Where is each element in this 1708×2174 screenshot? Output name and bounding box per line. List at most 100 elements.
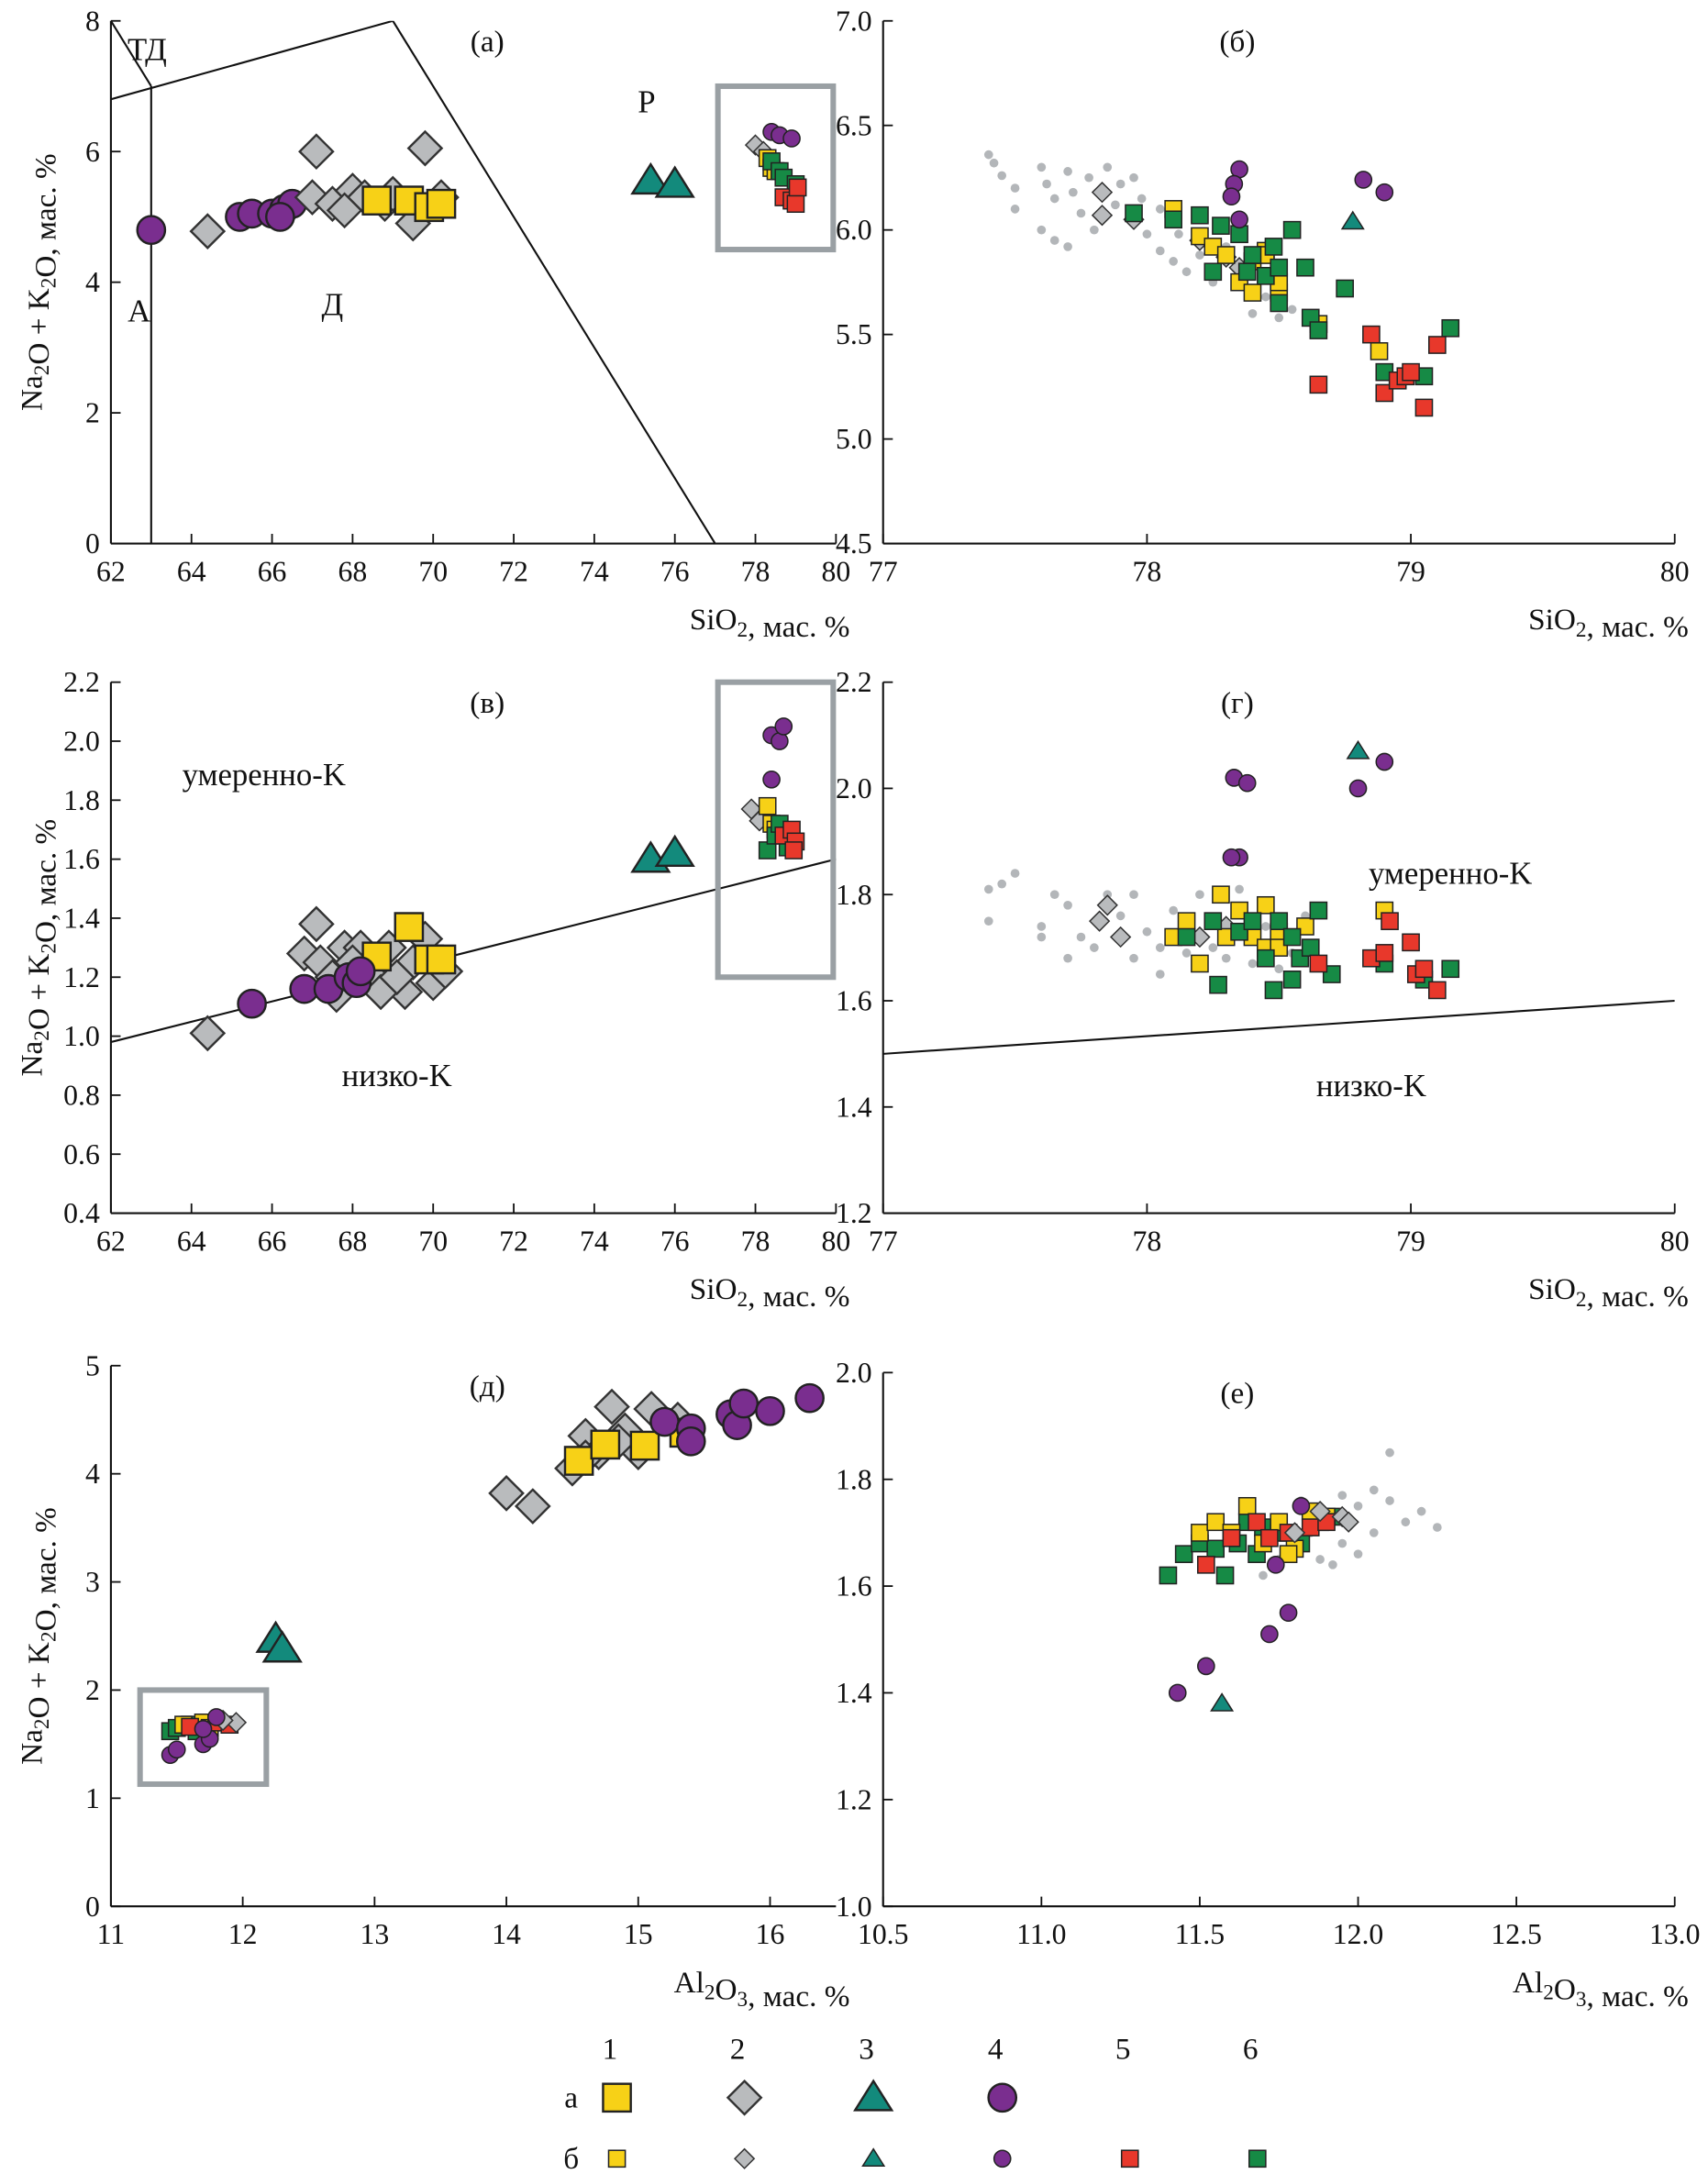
data-point-dot xyxy=(1069,187,1078,197)
y-tick-label: 2.0 xyxy=(836,772,872,804)
y-tick-label: 5.0 xyxy=(836,423,872,455)
data-point-a2 xyxy=(593,1388,630,1425)
data-point-dot xyxy=(1208,943,1218,952)
data-point-b6 xyxy=(1441,959,1460,979)
y-tick-label: 1.2 xyxy=(63,961,100,993)
data-point-dot xyxy=(1315,1555,1325,1564)
y-tick-label: 0.6 xyxy=(63,1138,100,1170)
data-point-b5 xyxy=(1309,954,1328,973)
data-point-dot xyxy=(1037,932,1047,942)
data-point-b4 xyxy=(774,717,793,736)
data-point-b2 xyxy=(1091,205,1114,227)
inset-frame xyxy=(137,1687,270,1788)
data-point-dot xyxy=(1090,225,1099,235)
data-point-b1 xyxy=(1270,938,1289,957)
field-label: умеренно-K xyxy=(1369,856,1532,892)
panel-v: 62 64 66 68 70 72 74 76 78 80 0.4 0.6 0.8 1.0 1.2 1.4 1.… xyxy=(15,666,850,1314)
data-point-dot xyxy=(1416,1506,1426,1516)
data-point-a4 xyxy=(265,202,295,232)
y-tick-label: 7.0 xyxy=(836,5,872,37)
data-point-dot xyxy=(1169,257,1179,266)
data-point-b6 xyxy=(1270,912,1289,930)
panel-label: (а) xyxy=(471,25,505,59)
y-tick-label: 2.2 xyxy=(63,666,100,698)
data-point-dot xyxy=(1261,922,1270,931)
data-point-b6 xyxy=(1441,318,1460,338)
data-point-a4 xyxy=(237,988,267,1019)
data-point-dot xyxy=(1063,900,1072,910)
inset-frame xyxy=(715,83,837,253)
data-point-b6 xyxy=(1243,912,1262,930)
data-point-dot xyxy=(1248,959,1258,969)
data-point-b4 xyxy=(1348,779,1368,798)
data-point-b5 xyxy=(1197,1555,1215,1574)
data-point-b4 xyxy=(1279,1603,1298,1623)
data-point-dot xyxy=(1353,1501,1363,1511)
x-axis-label: SiO2, мас. % xyxy=(690,1272,850,1314)
data-point-b5 xyxy=(1402,933,1420,952)
panel-e: 10.5 11.0 11.5 12.0 12.5 13.0 1.0 1.2 1.4 1.6 1.8 2… xyxy=(836,1357,1700,2013)
data-point-b6 xyxy=(1230,922,1248,941)
data-point-b4 xyxy=(1237,773,1257,793)
panel-g: 77 78 79 80 1.2 1.4 1.6 1.8 2.0 2.2 SiO2, мас. % (г… xyxy=(836,666,1690,1314)
y-tick-label: 3 xyxy=(85,1566,100,1598)
field-label: низко-K xyxy=(1316,1068,1426,1104)
data-point-a2 xyxy=(189,1015,227,1052)
field-label: Д xyxy=(322,286,344,322)
x-tick-label: 68 xyxy=(338,555,368,587)
y-tick-label: 1.6 xyxy=(836,985,872,1017)
data-point-dot xyxy=(1049,890,1059,900)
data-point-b6 xyxy=(1264,981,1283,1000)
y-tick-label: 6.5 xyxy=(836,109,872,141)
data-point-b5 xyxy=(1428,336,1447,354)
legend-marker-a1 xyxy=(602,2082,632,2113)
data-point-dot xyxy=(989,158,999,168)
data-point-b6 xyxy=(1203,912,1223,930)
x-tick-label: 12.5 xyxy=(1491,1918,1542,1950)
data-point-dot xyxy=(1129,953,1138,963)
x-tick-label: 11.0 xyxy=(1016,1918,1066,1950)
x-tick-label: 11.5 xyxy=(1175,1918,1225,1950)
data-point-b5 xyxy=(1362,325,1381,344)
data-point-a3 xyxy=(654,834,695,868)
y-tick-label: 1.0 xyxy=(63,1020,100,1052)
field-label: Р xyxy=(638,83,655,119)
y-tick-label: 4 xyxy=(85,1458,100,1490)
data-point-b1 xyxy=(1206,1513,1226,1532)
x-tick-label: 80 xyxy=(1660,1225,1690,1257)
legend-marker-b4 xyxy=(993,2149,1012,2168)
legend-marker-a4 xyxy=(987,2082,1018,2113)
field-label: ТД xyxy=(128,31,167,67)
data-point-b5 xyxy=(1260,1528,1279,1547)
data-point-dot xyxy=(1195,890,1204,900)
x-tick-label: 10.5 xyxy=(858,1918,909,1950)
data-point-dot xyxy=(1155,205,1165,214)
data-point-b6 xyxy=(1309,321,1328,339)
field-label: А xyxy=(128,293,150,328)
data-point-b5 xyxy=(1248,1513,1266,1532)
legend-marker-b6 xyxy=(1248,2149,1267,2168)
data-point-b6 xyxy=(1203,262,1223,282)
data-point-a4 xyxy=(649,1406,680,1437)
data-point-a1 xyxy=(426,944,457,975)
data-point-dot xyxy=(1261,292,1270,302)
data-point-b4 xyxy=(1197,1657,1215,1676)
data-point-b2 xyxy=(1109,926,1132,948)
data-point-b4 xyxy=(167,1740,186,1759)
x-tick-label: 11 xyxy=(97,1918,126,1950)
data-point-dot xyxy=(1328,1559,1337,1569)
legend: 1 2 3 4 5 6 аб xyxy=(563,2032,1267,2174)
data-point-dot xyxy=(1248,309,1258,318)
data-point-b1 xyxy=(1237,1496,1257,1515)
x-axis-label: Al2O3, мас. % xyxy=(1513,1966,1689,2013)
data-point-b2 xyxy=(1088,910,1111,932)
data-point-dot xyxy=(1401,1517,1411,1527)
data-point-b6 xyxy=(1191,205,1209,225)
x-axis-label: Al2O3, мас. % xyxy=(674,1966,850,2013)
y-tick-label: 1.4 xyxy=(836,1091,872,1123)
x-tick-label: 14 xyxy=(492,1918,521,1950)
data-point-b1 xyxy=(1296,917,1314,936)
data-point-dot xyxy=(1385,1447,1394,1458)
